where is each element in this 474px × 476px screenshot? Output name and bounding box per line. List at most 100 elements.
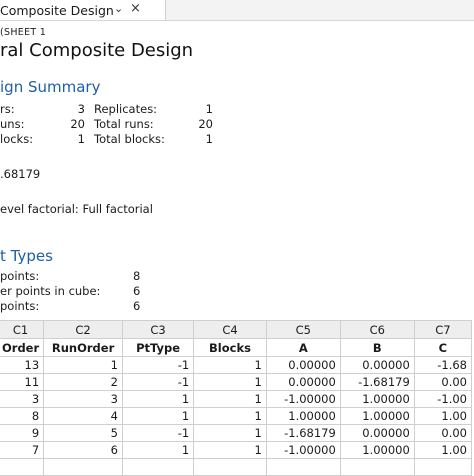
table-cell[interactable]: -1 xyxy=(121,424,195,442)
table-row: 13 1 -1 1 0.00000 0.00000 -1.68 xyxy=(0,356,473,374)
tab-label: Composite Design xyxy=(0,2,114,18)
point-type-label: er points in cube: xyxy=(0,284,101,298)
table-cell[interactable] xyxy=(43,458,123,476)
table-cell[interactable]: 0.00 xyxy=(413,424,473,442)
summary-value: 20 xyxy=(198,117,213,131)
table-cell[interactable]: 0.00 xyxy=(413,373,473,391)
table-cell[interactable] xyxy=(121,458,195,476)
summary-value: 1 xyxy=(205,132,213,146)
table-cell[interactable]: 13 xyxy=(0,356,45,374)
tab-bar: Composite Design ⌄ × xyxy=(0,0,474,21)
table-cell[interactable]: -1 xyxy=(121,356,195,374)
worksheet-label: (SHEET 1 xyxy=(0,27,47,38)
table-cell[interactable] xyxy=(413,458,473,476)
table-cell[interactable]: 5 xyxy=(43,424,123,442)
column-name-cell[interactable]: Blocks xyxy=(193,338,267,357)
summary-value: 20 xyxy=(70,117,85,131)
table-row: 3 3 1 1 -1.00000 1.00000 -1.00 xyxy=(0,390,473,408)
point-types-heading: t Types xyxy=(0,247,53,265)
table-cell[interactable] xyxy=(339,458,415,476)
point-type-value: 6 xyxy=(133,299,141,313)
summary-value: 1 xyxy=(77,132,85,146)
column-name-cell[interactable]: RunOrder xyxy=(43,338,123,357)
column-id-cell[interactable]: C5 xyxy=(265,320,341,339)
table-cell[interactable]: 3 xyxy=(0,390,45,408)
column-name-row: Order RunOrder PtType Blocks A B C xyxy=(0,338,473,357)
column-id-cell[interactable]: C3 xyxy=(121,320,195,339)
point-type-value: 6 xyxy=(133,284,141,298)
table-cell[interactable]: -1 xyxy=(121,373,195,391)
table-row: 8 4 1 1 1.00000 1.00000 1.00 xyxy=(0,407,473,425)
table-cell[interactable]: 0.00000 xyxy=(339,424,415,442)
point-type-label: points: xyxy=(0,269,40,283)
table-cell[interactable]: 1.00000 xyxy=(339,441,415,459)
table-cell[interactable]: 1.00000 xyxy=(265,407,341,425)
column-id-row: C1 C2 C3 C4 C5 C6 C7 xyxy=(0,320,473,339)
column-name-cell[interactable]: Order xyxy=(0,338,45,357)
summary-label: locks: xyxy=(0,132,34,146)
summary-label: Replicates: xyxy=(94,102,158,116)
table-cell[interactable]: 1 xyxy=(121,441,195,459)
column-id-cell[interactable]: C4 xyxy=(193,320,267,339)
table-cell[interactable]: 1.00 xyxy=(413,407,473,425)
table-cell[interactable]: -1.68179 xyxy=(339,373,415,391)
table-cell[interactable]: 7 xyxy=(0,441,45,459)
table-cell[interactable]: 6 xyxy=(43,441,123,459)
table-cell[interactable]: -1.00000 xyxy=(265,390,341,408)
table-cell[interactable]: 1 xyxy=(121,390,195,408)
table-cell[interactable]: 1 xyxy=(193,407,267,425)
summary-value: 3 xyxy=(77,102,85,116)
level-factorial-text: evel factorial: Full factorial xyxy=(0,202,153,216)
table-cell[interactable]: 1 xyxy=(193,441,267,459)
table-cell[interactable]: 3 xyxy=(43,390,123,408)
table-cell[interactable]: 0.00000 xyxy=(265,373,341,391)
column-id-cell[interactable]: C6 xyxy=(339,320,415,339)
summary-label: uns: xyxy=(0,117,25,131)
table-cell[interactable]: 0.00000 xyxy=(265,356,341,374)
table-cell[interactable]: 1.00 xyxy=(413,441,473,459)
table-cell[interactable]: -1.68179 xyxy=(265,424,341,442)
summary-value: 1 xyxy=(205,102,213,116)
close-icon[interactable]: × xyxy=(130,1,141,16)
column-name-cell[interactable]: A xyxy=(265,338,341,357)
table-cell[interactable] xyxy=(265,458,341,476)
table-cell[interactable] xyxy=(193,458,267,476)
chevron-down-icon[interactable]: ⌄ xyxy=(114,2,124,15)
column-id-cell[interactable]: C1 xyxy=(0,320,45,339)
table-row: 9 5 -1 1 -1.68179 0.00000 0.00 xyxy=(0,424,473,442)
table-cell[interactable]: 9 xyxy=(0,424,45,442)
table-cell[interactable]: 4 xyxy=(43,407,123,425)
table-cell[interactable]: -1.00000 xyxy=(265,441,341,459)
table-cell[interactable]: -1.00 xyxy=(413,390,473,408)
column-name-cell[interactable]: PtType xyxy=(121,338,195,357)
table-cell[interactable]: 1 xyxy=(193,390,267,408)
table-cell[interactable]: 1 xyxy=(121,407,195,425)
table-cell[interactable]: 1 xyxy=(193,424,267,442)
table-cell[interactable]: 2 xyxy=(43,373,123,391)
table-row: 7 6 1 1 -1.00000 1.00000 1.00 xyxy=(0,441,473,459)
table-cell[interactable]: 1.00000 xyxy=(339,390,415,408)
table-row xyxy=(0,458,473,476)
table-row: 11 2 -1 1 0.00000 -1.68179 0.00 xyxy=(0,373,473,391)
table-cell[interactable]: 1 xyxy=(193,373,267,391)
table-cell[interactable]: 0.00000 xyxy=(339,356,415,374)
table-cell[interactable]: 8 xyxy=(0,407,45,425)
table-cell[interactable]: 11 xyxy=(0,373,45,391)
design-summary-heading: ign Summary xyxy=(0,78,101,96)
column-name-cell[interactable]: C xyxy=(413,338,473,357)
table-cell[interactable]: 1.00000 xyxy=(339,407,415,425)
table-cell[interactable]: -1.68 xyxy=(413,356,473,374)
column-id-cell[interactable]: C7 xyxy=(413,320,473,339)
column-id-cell[interactable]: C2 xyxy=(43,320,123,339)
point-type-value: 8 xyxy=(133,269,141,283)
summary-label: Total blocks: xyxy=(94,132,165,146)
table-cell[interactable] xyxy=(0,458,45,476)
alpha-value: .68179 xyxy=(0,167,41,181)
table-cell[interactable]: 1 xyxy=(43,356,123,374)
summary-label: rs: xyxy=(0,102,15,116)
column-name-cell[interactable]: B xyxy=(339,338,415,357)
worksheet-grid: C1 C2 C3 C4 C5 C6 C7 Order RunOrder PtTy… xyxy=(0,320,473,476)
tab-composite-design[interactable]: Composite Design ⌄ × xyxy=(0,0,166,20)
point-type-label: points: xyxy=(0,299,40,313)
table-cell[interactable]: 1 xyxy=(193,356,267,374)
